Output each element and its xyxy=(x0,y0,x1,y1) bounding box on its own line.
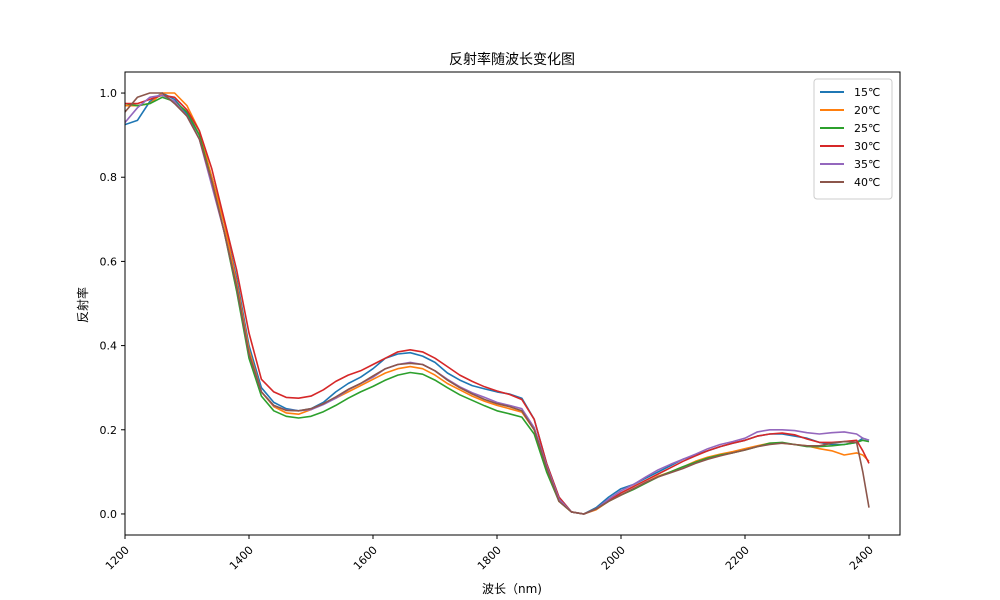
plot-lines xyxy=(124,92,870,515)
x-tick-label: 1600 xyxy=(351,544,380,573)
series-line-4 xyxy=(124,94,870,515)
axis-ticks: 1200 1400 1600 1800 2000 2200 2400 0.0 0.2 0.4 0.6… xyxy=(100,87,876,573)
series-line-1 xyxy=(125,92,870,515)
y-tick-label: 0.2 xyxy=(100,424,118,437)
series-line-2 xyxy=(124,96,870,515)
series-line-0 xyxy=(124,92,870,515)
legend-label: 20℃ xyxy=(854,104,880,117)
x-tick-label: 2000 xyxy=(599,544,628,573)
chart-title: 反射率随波长变化图 xyxy=(449,51,575,68)
y-tick-label: 0.6 xyxy=(100,255,118,268)
x-axis-label: 波长（nm) xyxy=(482,582,542,596)
x-tick-label: 2200 xyxy=(723,544,752,573)
y-tick-label: 0.0 xyxy=(100,508,118,521)
legend-label: 15℃ xyxy=(854,86,880,99)
x-tick-label: 1200 xyxy=(103,544,132,573)
legend: 15℃ 20℃ 25℃ 30℃ 35℃ 40℃ xyxy=(813,78,893,200)
legend-label: 30℃ xyxy=(854,140,880,153)
legend-label: 25℃ xyxy=(854,122,880,135)
x-tick-label: 1400 xyxy=(227,544,256,573)
y-tick-label: 0.8 xyxy=(100,171,118,184)
x-tick-label: 2400 xyxy=(847,544,876,573)
series-line-3 xyxy=(125,94,870,515)
legend-label: 35℃ xyxy=(854,158,880,171)
legend-label: 40℃ xyxy=(854,176,880,189)
series-line-5 xyxy=(124,92,870,515)
x-tick-label: 1800 xyxy=(475,544,504,573)
y-axis-label: 反射率 xyxy=(75,287,90,323)
plot-frame xyxy=(124,71,901,536)
y-tick-label: 0.4 xyxy=(100,340,118,353)
y-tick-label: 1.0 xyxy=(100,87,118,100)
